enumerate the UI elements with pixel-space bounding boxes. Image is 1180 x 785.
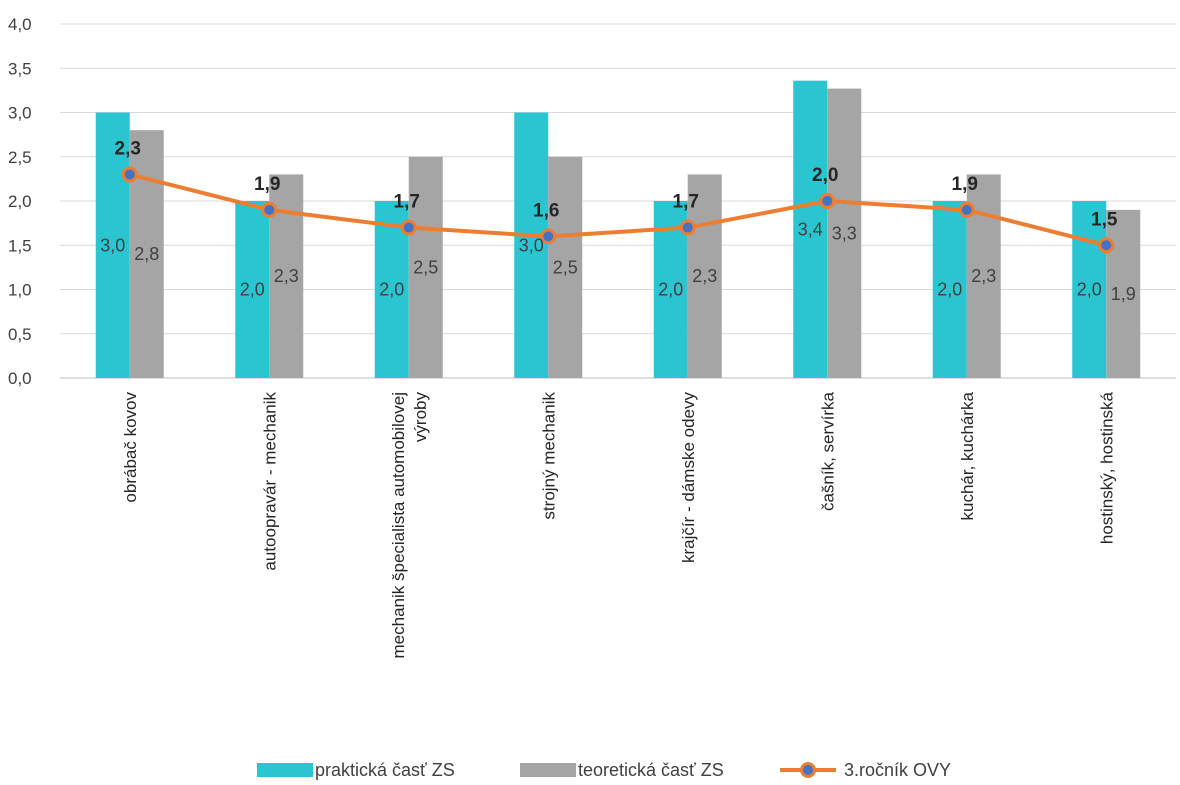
- legend-swatch: [257, 763, 313, 777]
- line-value-label: 1,6: [533, 200, 559, 221]
- line-marker: [1098, 237, 1115, 254]
- bar-value-label: 2,0: [1077, 280, 1102, 300]
- bar-prakticka: [793, 80, 828, 378]
- bar-value-label: 2,0: [937, 280, 962, 300]
- legend-label: praktická časť ZS: [315, 760, 455, 780]
- bar-value-label: 3,0: [100, 235, 125, 255]
- line-value-label: 2,3: [115, 138, 141, 159]
- data-labels: 3,0 2,0 2,0 3,0 2,0 3,4 2,0 2,0 2,8 2,3 2,5 2,5 2,3 3…: [100, 138, 1136, 303]
- x-category-label: mechanik špecialista automobilovej výroby: [389, 392, 430, 659]
- legend-label: teoretická časť ZS: [578, 760, 724, 780]
- line-marker: [958, 201, 975, 218]
- x-category-label: krajčír - dámske odevy: [679, 392, 698, 563]
- y-tick-label: 4,0: [8, 15, 32, 34]
- bar-prakticka: [235, 201, 270, 378]
- bar-value-label: 2,5: [553, 257, 578, 277]
- bar-value-label: 2,0: [240, 280, 265, 300]
- legend-label: 3.ročník OVY: [844, 760, 951, 780]
- line-marker: [819, 193, 836, 209]
- legend-item: 3.ročník OVY: [780, 760, 951, 780]
- line-marker: [121, 166, 138, 183]
- bar-value-label: 2,0: [658, 280, 683, 300]
- y-tick-label: 3,5: [8, 59, 32, 78]
- line-marker: [261, 201, 278, 218]
- y-tick-label: 1,0: [8, 281, 32, 300]
- bar-prakticka: [1072, 201, 1107, 378]
- bar-teoreticka: [1106, 209, 1141, 378]
- x-category-label: kuchár, kuchárka: [958, 391, 977, 520]
- legend-item: praktická časť ZS: [257, 760, 455, 780]
- x-category-label: strojný mechanik: [539, 392, 558, 520]
- line-ovy: [129, 172, 1107, 248]
- y-tick-label: 0,5: [8, 325, 32, 344]
- bar-teoreticka: [408, 156, 443, 378]
- x-category-label: obrábač kovov: [121, 392, 140, 503]
- bar-value-label: 3,4: [798, 219, 823, 239]
- y-axis: 0,0 0,5 1,0 1,5 2,0 2,5 3,0 3,5 4,0: [8, 15, 32, 388]
- legend-item: teoretická časť ZS: [520, 760, 724, 780]
- y-tick-label: 3,0: [8, 104, 32, 123]
- bar-value-label: 2,3: [971, 266, 996, 286]
- y-tick-label: 1,5: [8, 236, 32, 255]
- x-category-label: čašník, servírka: [818, 391, 837, 511]
- bar-value-label: 2,0: [379, 280, 404, 300]
- bar-teoreticka: [548, 156, 583, 378]
- line-value-label: 1,7: [394, 192, 420, 213]
- line-value-label: 1,9: [952, 174, 978, 195]
- line-marker: [540, 228, 557, 245]
- legend-swatch: [520, 763, 576, 777]
- line-value-label: 2,0: [812, 165, 838, 186]
- bar-prakticka: [932, 201, 967, 378]
- y-tick-label: 2,5: [8, 148, 32, 167]
- bar-prakticka: [514, 112, 549, 378]
- bar-value-label: 1,9: [1111, 284, 1136, 304]
- line-marker: [400, 219, 417, 236]
- x-category-label: hostinský, hostinská: [1097, 391, 1116, 544]
- bars: [95, 80, 1141, 378]
- bar-value-label: 3,3: [832, 223, 857, 243]
- line-marker: [679, 219, 696, 236]
- bar-prakticka: [95, 112, 130, 378]
- bar-value-label: 2,5: [413, 257, 438, 277]
- legend-marker: [800, 762, 816, 778]
- bar-value-label: 2,8: [134, 244, 159, 264]
- legend: praktická časť ZS teoretická časť ZS 3.roč…: [257, 760, 951, 780]
- y-tick-label: 0,0: [8, 369, 32, 388]
- line-series: [121, 166, 1115, 254]
- x-axis: obrábač kovov autoopravár - mechanik mecha…: [121, 391, 1117, 658]
- bar-teoreticka: [827, 88, 862, 378]
- bar-value-label: 3,0: [519, 235, 544, 255]
- bar-value-label: 2,3: [274, 266, 299, 286]
- bar-value-label: 2,3: [692, 266, 717, 286]
- x-category-label: autoopravár - mechanik: [260, 392, 279, 571]
- line-value-label: 1,7: [673, 192, 699, 213]
- line-value-label: 1,9: [254, 174, 280, 195]
- line-value-label: 1,5: [1091, 209, 1118, 230]
- y-tick-label: 2,0: [8, 192, 32, 211]
- bar-teoreticka: [687, 174, 722, 378]
